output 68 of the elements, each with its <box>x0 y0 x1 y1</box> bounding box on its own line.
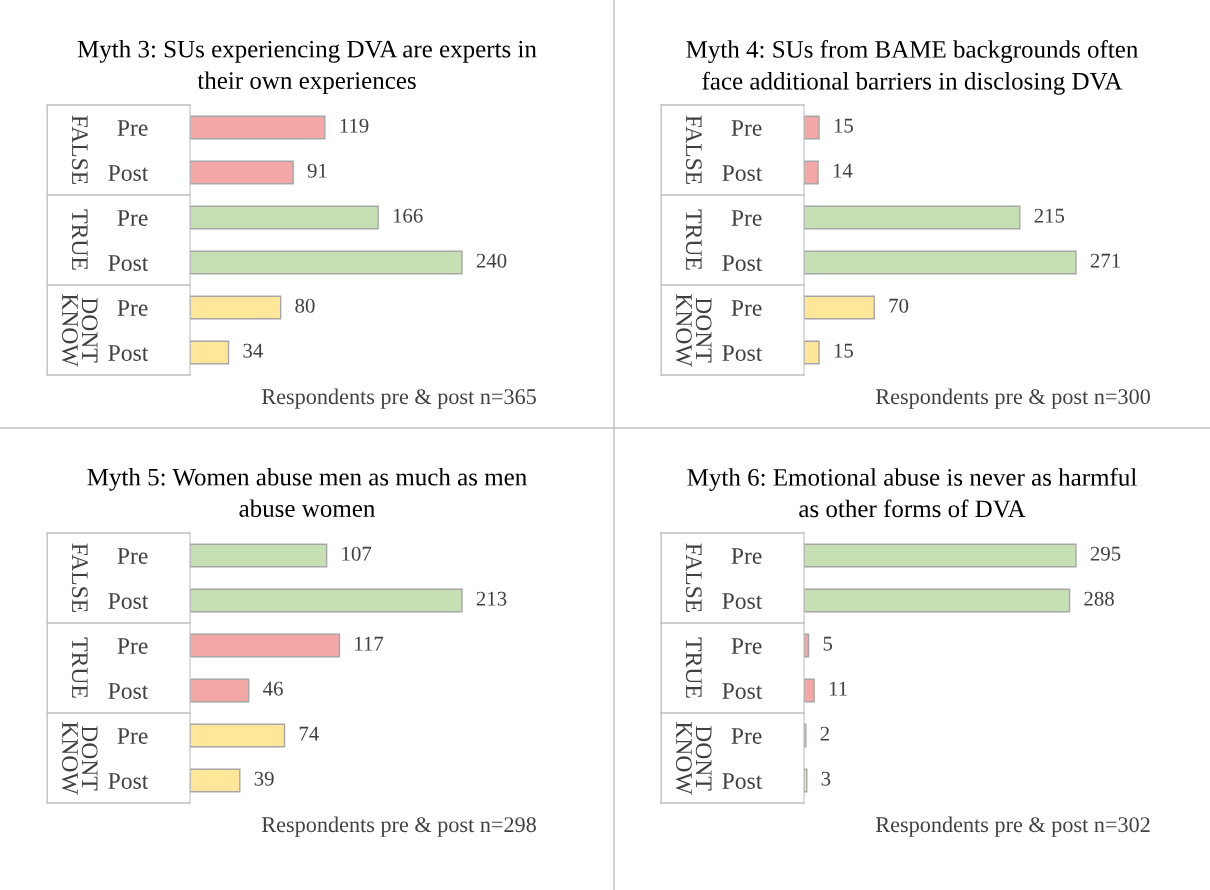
data-label: 91 <box>307 163 327 178</box>
y-tick-label: Pre <box>117 120 148 136</box>
chart-title: Myth 4: SUs from BAME backgrounds often face additional barriers in disclosing DVA <box>686 40 1138 95</box>
data-label: 3 <box>821 771 831 786</box>
text: FALSE <box>71 543 88 613</box>
text: TRUE <box>71 209 88 270</box>
text: DONT KNOW <box>675 721 712 795</box>
y-tick-label: Pre <box>731 300 762 316</box>
text: TRUE <box>71 637 88 698</box>
data-label: 5 <box>823 636 833 651</box>
data-label: 70 <box>889 298 909 313</box>
text: DONT KNOW <box>675 293 712 367</box>
text: TRUE <box>685 209 702 270</box>
data-label: 39 <box>254 771 274 786</box>
y-tick-label: Post <box>108 165 149 181</box>
text: FALSE <box>685 115 702 185</box>
text: DONT KNOW <box>61 293 98 367</box>
y-tick-label: Pre <box>731 728 762 744</box>
y-tick-label: Post <box>722 773 763 789</box>
data-label: 295 <box>1090 546 1121 561</box>
y-tick-label: Pre <box>117 548 148 564</box>
data-label: 213 <box>476 591 507 606</box>
data-label: 15 <box>834 343 853 358</box>
y-tick-label: Pre <box>731 120 762 136</box>
text: Respondents pre & post n=302 <box>875 816 1150 837</box>
y-tick-label: Post <box>722 165 763 181</box>
data-label: 215 <box>1034 208 1065 223</box>
y-tick-label: Post <box>108 683 149 699</box>
data-label: 15 <box>834 118 853 133</box>
data-label: 119 <box>340 118 369 133</box>
y-tick-label: Post <box>108 593 149 609</box>
data-label: 2 <box>820 726 829 741</box>
y-tick-label: Pre <box>731 548 762 564</box>
text: Respondents pre & post n=365 <box>261 388 536 409</box>
y-tick-label: Pre <box>117 210 148 226</box>
data-label: 34 <box>243 343 263 358</box>
y-tick-label: Post <box>722 683 763 699</box>
y-tick-label: Post <box>722 345 763 361</box>
text: DONT KNOW <box>61 721 98 795</box>
data-label: 166 <box>393 208 423 223</box>
chart-title: Myth 6: Emotional abuse is never as harmful as other forms of DVA <box>687 468 1137 518</box>
text: FALSE <box>71 115 88 185</box>
data-label: 74 <box>299 726 319 741</box>
text: Respondents pre & post n=300 <box>875 388 1150 409</box>
y-tick-label: Post <box>722 255 763 271</box>
text: FALSE <box>685 543 702 613</box>
y-tick-label: Pre <box>731 210 762 226</box>
chart-title: Myth 3: SUs experiencing DVA are experts in their own experiences <box>77 40 537 95</box>
data-label: 46 <box>263 681 283 696</box>
text: TRUE <box>685 637 702 698</box>
chart-title: Myth 5: Women abuse men as much as men abuse women <box>87 468 527 518</box>
data-label: 240 <box>476 253 507 268</box>
y-tick-label: Post <box>108 255 149 271</box>
y-tick-label: Post <box>108 773 149 789</box>
y-tick-label: Pre <box>731 638 762 654</box>
y-tick-label: Pre <box>117 638 148 654</box>
data-label: 80 <box>295 298 315 313</box>
data-label: 288 <box>1084 591 1114 606</box>
y-tick-label: Post <box>722 593 763 609</box>
data-label: 117 <box>355 636 384 651</box>
data-label: 271 <box>1090 253 1120 268</box>
text: Respondents pre & post n=298 <box>261 816 536 837</box>
data-label: 107 <box>342 546 372 561</box>
y-tick-label: Pre <box>117 728 148 744</box>
data-label: 11 <box>829 681 847 696</box>
data-label: 14 <box>833 163 853 178</box>
y-tick-label: Post <box>108 345 149 361</box>
y-tick-label: Pre <box>117 300 148 316</box>
